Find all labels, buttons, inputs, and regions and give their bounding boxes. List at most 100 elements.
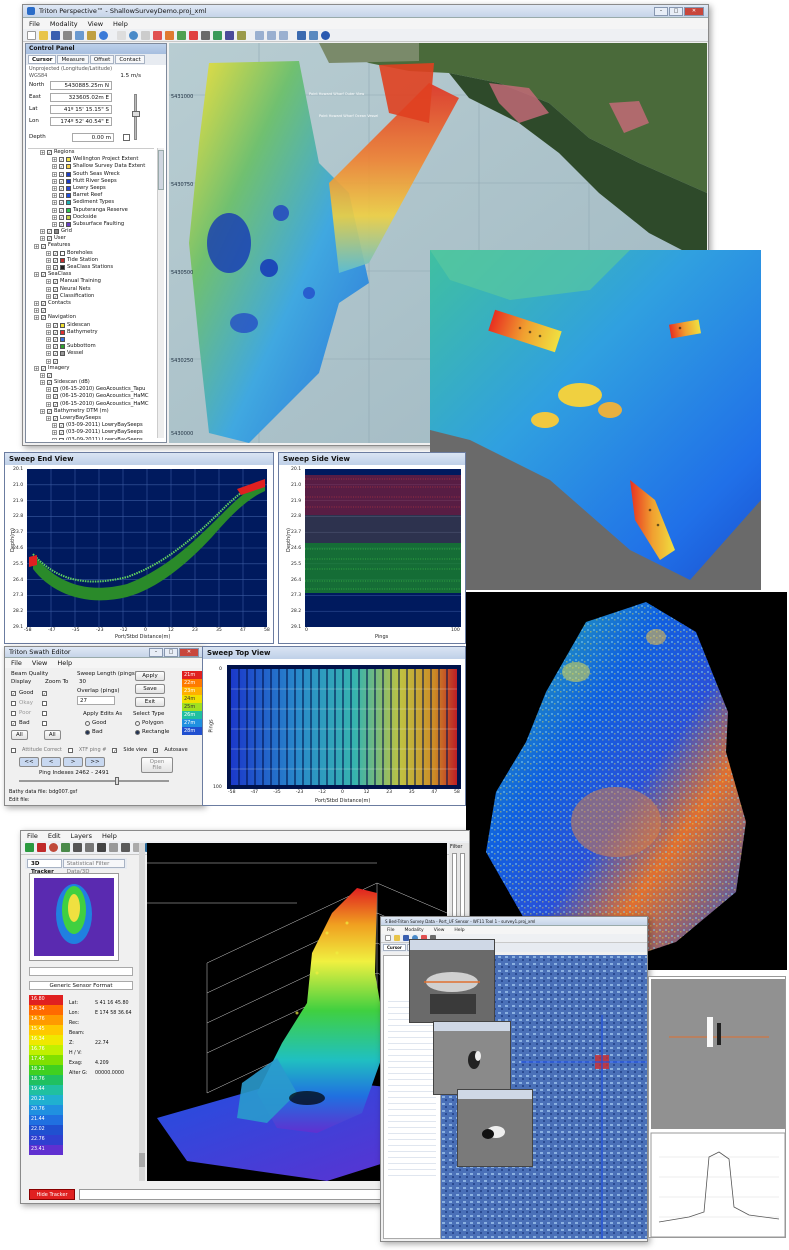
viewer-menu-file[interactable]: File (27, 832, 38, 840)
chart-icon[interactable] (225, 30, 234, 40)
tree-item-checkbox[interactable]: ✓ (53, 265, 58, 271)
bad-display-checkbox[interactable]: ✓ (11, 720, 16, 726)
expand-icon[interactable]: + (34, 243, 39, 249)
tree-item-checkbox[interactable]: ✓ (59, 423, 64, 429)
polygon-icon[interactable] (165, 30, 174, 40)
tree-item[interactable]: + ✓ Contacts (28, 300, 154, 307)
depth-field[interactable]: 0.00 m (72, 132, 114, 142)
zoom-out-icon[interactable] (267, 30, 276, 40)
lon-field[interactable]: 174º 52' 40.54" E (50, 116, 112, 126)
swath-menu-view[interactable]: View (31, 659, 48, 667)
expand-icon[interactable]: + (52, 214, 57, 220)
tree-item-checkbox[interactable]: ✓ (53, 329, 58, 335)
tree-item[interactable]: + ✓ Regions (28, 149, 154, 156)
tree-item[interactable]: + ✓ Lowry Seeps (28, 185, 154, 192)
tree-item[interactable]: +✓(03-09-2011) LowryBaySeeps (28, 422, 154, 429)
tree-item-checkbox[interactable]: ✓ (41, 315, 46, 321)
expand-icon[interactable]: + (46, 293, 51, 299)
tree-item[interactable]: + ✓ Bathymetry (28, 329, 154, 336)
expand-icon[interactable]: + (52, 430, 57, 436)
menu-help[interactable]: Help (113, 19, 128, 28)
swath-menu-file[interactable]: File (11, 659, 22, 667)
expand-icon[interactable]: + (46, 265, 51, 271)
tree-item-checkbox[interactable]: ✓ (41, 243, 46, 249)
rectangle-radio[interactable] (135, 729, 140, 735)
tree-item-checkbox[interactable]: ✓ (59, 200, 64, 206)
crosshair-icon[interactable] (189, 30, 198, 40)
viewer-menu-edit[interactable]: Edit (47, 832, 61, 840)
layer-icon[interactable] (177, 30, 186, 40)
tree-item-checkbox[interactable]: ✓ (53, 358, 58, 364)
apply-button[interactable]: Apply (135, 671, 165, 681)
okay-display-checkbox[interactable] (11, 700, 16, 706)
tab-statistical-filter[interactable]: Statistical Filter Data/3D (62, 859, 125, 875)
settings-icon[interactable] (87, 30, 96, 40)
ss-tab-cursor[interactable]: Cursor (383, 944, 406, 951)
tree-item[interactable]: + ✓ (28, 307, 154, 314)
zoom-fit-icon[interactable] (279, 30, 288, 40)
tree-item-checkbox[interactable]: ✓ (47, 372, 52, 378)
tree-item[interactable]: + ✓ Features (28, 242, 154, 249)
line-icon[interactable] (153, 30, 162, 40)
cube-icon[interactable] (25, 843, 34, 852)
tab-measure[interactable]: Measure (57, 55, 89, 64)
tree-scrollbar[interactable] (157, 148, 164, 438)
tree-item-checkbox[interactable]: ✓ (59, 164, 64, 170)
poor-display-checkbox[interactable] (11, 710, 16, 716)
tree-item[interactable]: +✓(03-09-2011) LowryBaySeeps (28, 429, 154, 436)
tree-item-checkbox[interactable]: ✓ (53, 250, 58, 256)
expand-icon[interactable]: + (46, 401, 51, 407)
all-zoom-button[interactable]: All (43, 730, 61, 740)
good-display-checkbox[interactable]: ✓ (11, 690, 16, 696)
expand-icon[interactable]: + (46, 358, 51, 364)
tree-item[interactable]: + ✓ Neural Nets (28, 286, 154, 293)
save-icon[interactable] (51, 30, 60, 40)
star-icon[interactable] (109, 843, 118, 852)
tree-item-checkbox[interactable]: ✓ (59, 157, 64, 163)
tree-item[interactable]: + ✓ South Seas Wreck (28, 171, 154, 178)
image-icon[interactable] (213, 30, 222, 40)
tree-item-checkbox[interactable]: ✓ (53, 293, 58, 299)
expand-icon[interactable]: + (46, 286, 51, 292)
tree-item-checkbox[interactable]: ✓ (59, 186, 64, 192)
expand-icon[interactable]: + (46, 344, 51, 350)
expand-icon[interactable]: + (52, 186, 57, 192)
tree-item-checkbox[interactable]: ✓ (53, 394, 58, 400)
expand-icon[interactable]: + (46, 250, 51, 256)
prev-ping-button[interactable]: < (41, 757, 61, 767)
tree-item[interactable]: + ✓ Taputeranga Reserve (28, 207, 154, 214)
expand-icon[interactable]: + (52, 200, 57, 206)
tree-item-checkbox[interactable]: ✓ (59, 193, 64, 199)
tree-item-checkbox[interactable]: ✓ (47, 236, 52, 242)
ss-new-icon[interactable] (385, 935, 391, 941)
tree-item[interactable]: + ✓ Hutt River Seeps (28, 178, 154, 185)
expand-icon[interactable]: + (52, 157, 57, 163)
tree-item-checkbox[interactable]: ✓ (53, 387, 58, 393)
select-icon[interactable] (133, 843, 142, 852)
ruler-icon[interactable] (237, 30, 246, 40)
expand-icon[interactable]: + (52, 178, 57, 184)
lat-field[interactable]: 41º 15' 15.15" S (50, 104, 112, 114)
polygon-radio[interactable] (135, 720, 140, 726)
overlap-input[interactable]: 27 (77, 696, 115, 705)
expand-icon[interactable]: + (46, 387, 51, 393)
tree-item[interactable]: + ✓ (28, 357, 154, 364)
expand-icon[interactable]: + (46, 394, 51, 400)
tree-item[interactable]: + ✓ User (28, 235, 154, 242)
swath-menu-help[interactable]: Help (57, 659, 73, 667)
tree-item-checkbox[interactable]: ✓ (47, 380, 52, 386)
tree-item[interactable]: + ✓ Bathymetry DTM (m) (28, 408, 154, 415)
tree-item-checkbox[interactable]: ✓ (59, 437, 64, 440)
tree-item[interactable]: + ✓ (06-15-2010) GeoAcoustics_HaMC (28, 393, 154, 400)
ss-line-icon[interactable] (421, 935, 427, 941)
tree-item-checkbox[interactable]: ✓ (41, 308, 46, 314)
menu-modality[interactable]: Modality (49, 19, 78, 28)
tree-item-checkbox[interactable]: ✓ (47, 229, 52, 235)
expand-icon[interactable]: + (34, 301, 39, 307)
tree-item[interactable]: + ✓ Shallow Survey Data Extent (28, 163, 154, 170)
expand-icon[interactable]: + (52, 437, 57, 440)
zoom-in-icon[interactable] (255, 30, 264, 40)
tree-item-checkbox[interactable]: ✓ (41, 272, 46, 278)
sidescan-menu-file[interactable]: File (387, 927, 395, 933)
expand-icon[interactable]: + (40, 150, 45, 156)
